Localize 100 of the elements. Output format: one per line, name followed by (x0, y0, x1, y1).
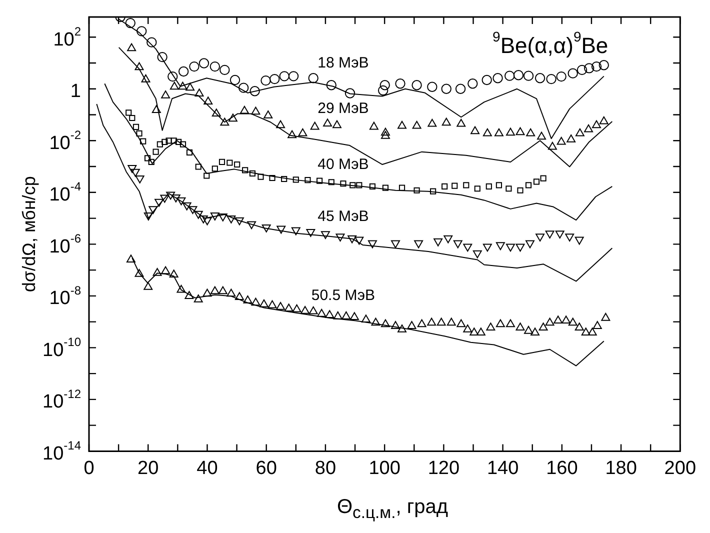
point (316, 178, 323, 184)
point (325, 310, 334, 318)
point (332, 120, 342, 128)
point (574, 322, 584, 331)
point (178, 82, 188, 90)
point (591, 61, 602, 72)
point (152, 105, 161, 114)
point (220, 118, 230, 126)
point (194, 88, 204, 97)
point (234, 292, 244, 300)
point (162, 138, 168, 146)
point (189, 61, 200, 72)
point (228, 114, 238, 122)
point (417, 319, 426, 328)
point (470, 328, 479, 336)
point (530, 328, 540, 336)
point (382, 184, 389, 191)
point (129, 114, 136, 122)
point (134, 268, 144, 277)
series-label: 50.5 МэВ (311, 287, 376, 304)
point (428, 118, 437, 127)
point (562, 316, 571, 324)
point (407, 321, 416, 329)
point (496, 182, 502, 188)
x-tick-label: 20 (138, 458, 159, 479)
point (554, 316, 563, 324)
point (260, 75, 271, 86)
point (361, 314, 370, 323)
point (371, 318, 380, 326)
point (204, 172, 210, 179)
point (452, 182, 458, 189)
point (284, 304, 294, 312)
point (249, 170, 256, 177)
point (251, 106, 260, 115)
point (575, 128, 584, 136)
point (474, 186, 480, 192)
point (169, 270, 178, 278)
point (186, 149, 193, 156)
point (269, 174, 276, 182)
point (430, 188, 436, 194)
x-tick-label: 60 (256, 458, 277, 479)
point (141, 74, 150, 82)
point (436, 318, 446, 326)
point (240, 106, 249, 114)
point (442, 118, 451, 126)
point (317, 308, 326, 317)
point (380, 319, 390, 328)
point (537, 132, 546, 140)
point (534, 73, 546, 84)
point (494, 128, 504, 136)
point (157, 52, 168, 62)
point (380, 130, 390, 139)
point (533, 178, 540, 185)
point (584, 124, 594, 132)
point (161, 90, 170, 98)
point (279, 71, 290, 82)
point (304, 177, 311, 184)
point (308, 306, 318, 314)
x-tick-label: 120 (428, 458, 460, 479)
point (525, 182, 532, 188)
point (526, 128, 536, 136)
point (506, 319, 515, 328)
point (202, 288, 212, 297)
x-axis-title: Θ$_{с.ц.м.}$, град (336, 496, 450, 523)
point (468, 78, 478, 89)
point (414, 187, 420, 194)
series-label: 45 МэВ (318, 208, 369, 225)
point (125, 18, 136, 28)
point (250, 86, 260, 96)
point (184, 291, 194, 299)
point (176, 284, 186, 293)
point (566, 134, 576, 142)
y-tick-label: 1 (70, 81, 82, 102)
point (442, 183, 448, 190)
x-tick-label: 100 (368, 458, 400, 479)
point (152, 148, 159, 155)
point (540, 175, 546, 182)
point (380, 128, 390, 136)
point (463, 324, 472, 332)
point (180, 141, 186, 148)
point (601, 312, 610, 321)
point (292, 304, 302, 312)
point (369, 183, 376, 190)
point (218, 158, 226, 166)
point (218, 286, 228, 294)
point (391, 321, 400, 329)
point (568, 318, 578, 326)
point (220, 64, 230, 76)
point (152, 268, 162, 276)
point (516, 127, 525, 136)
point (546, 74, 556, 84)
point (545, 318, 554, 326)
point (398, 184, 406, 191)
point (288, 130, 297, 138)
point (170, 138, 177, 144)
point (204, 96, 213, 104)
point (194, 294, 203, 302)
point (134, 62, 144, 70)
series-label: 40 МэВ (318, 156, 369, 174)
point (288, 71, 299, 82)
